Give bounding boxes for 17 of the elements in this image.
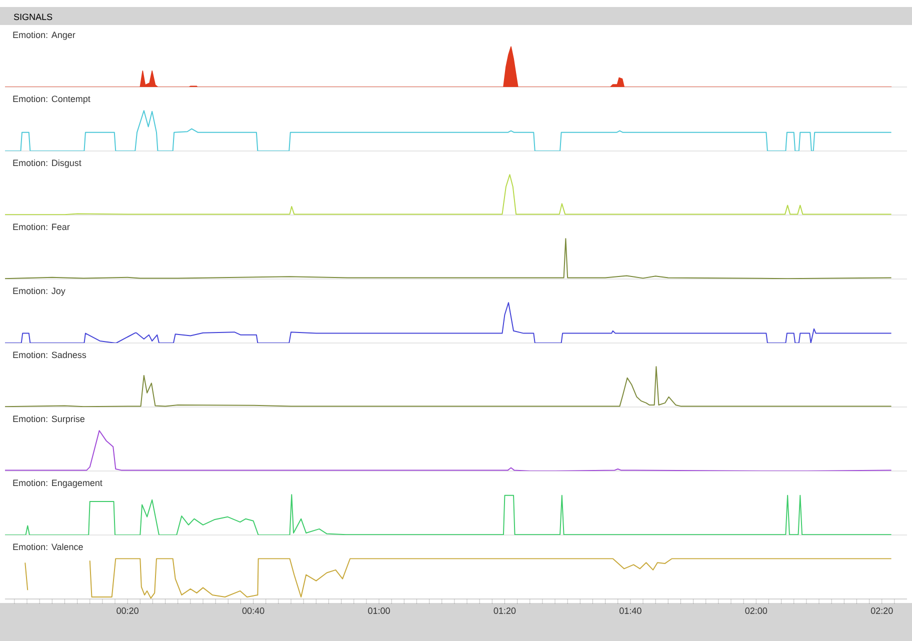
chart-title: Emotion: Valence [13,543,83,550]
x-tick-label: 00:20 [116,608,138,614]
chart-title: Emotion: Engagement [13,479,102,488]
chart-title: Emotion: Surprise [13,415,84,424]
chart-title: Emotion: Disgust [13,159,82,168]
chart-title: Emotion: Sadness [13,351,86,358]
x-tick-label: 01:00 [368,608,390,614]
x-tick-label: 02:00 [745,608,768,614]
x-tick-label: 01:20 [494,608,516,614]
chart-title: SIGNALS [14,14,52,20]
x-tick-label: 01:40 [620,608,642,614]
chart-title: Emotion: Joy [13,287,66,296]
x-tick-label: 00:40 [242,608,264,614]
chart-title: Emotion: Contempt [13,95,90,104]
chart-title: Emotion: Fear [13,223,70,230]
chart-subtitle: Emotion: Anger [13,31,76,40]
x-tick-label: 02:20 [870,608,893,614]
